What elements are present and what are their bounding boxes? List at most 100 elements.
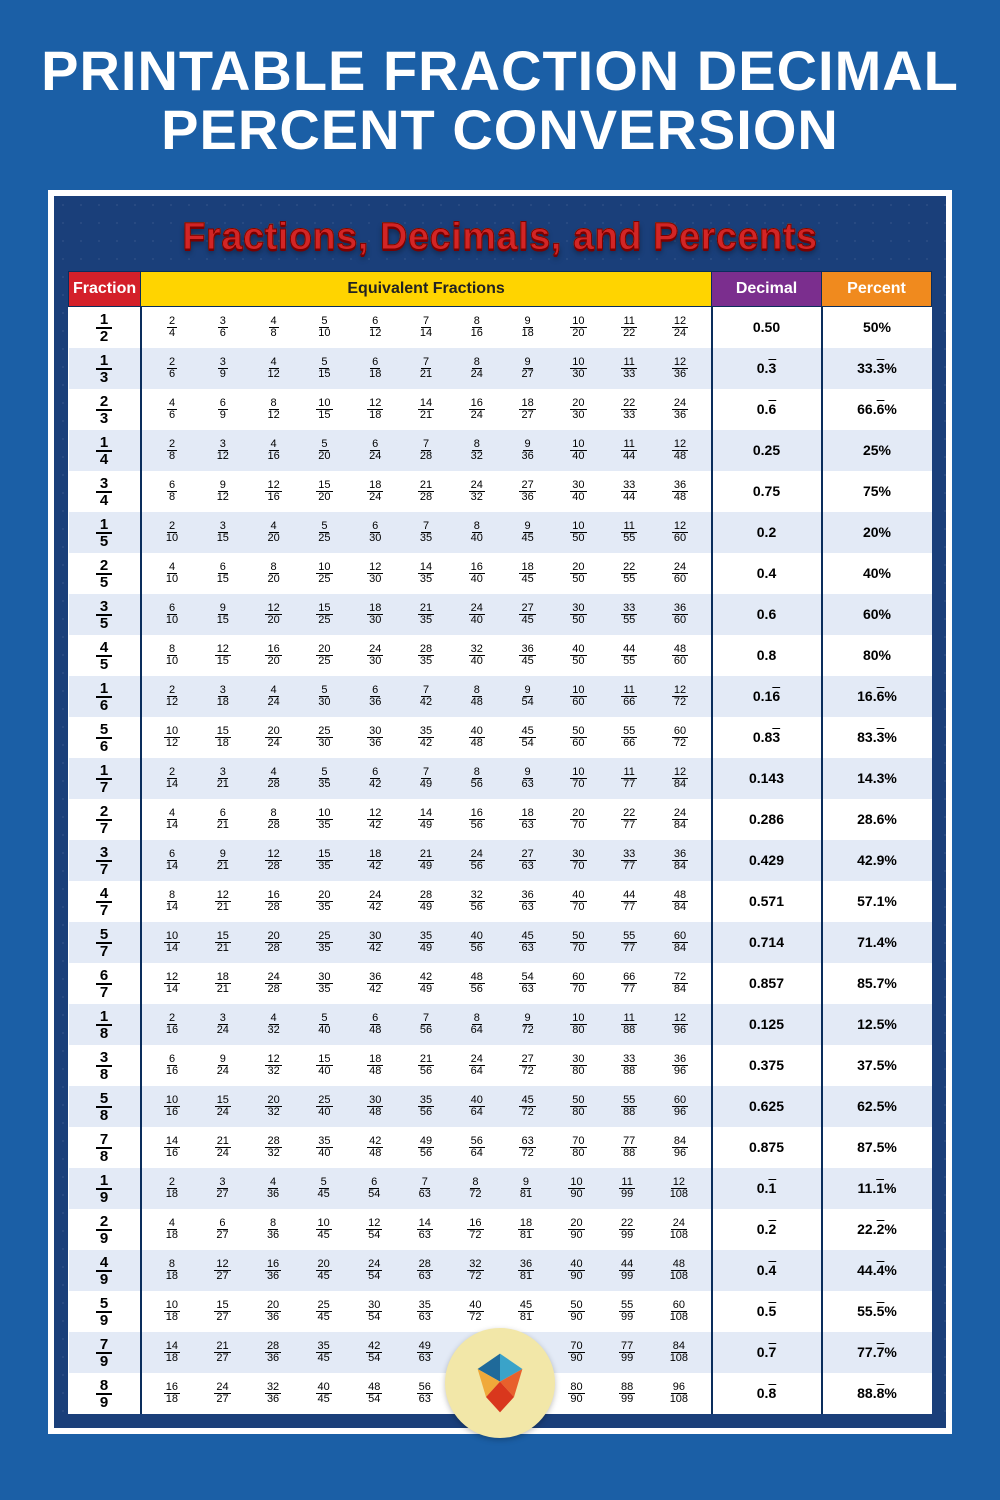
percent-cell: 87.5% [822,1127,932,1168]
fraction-cell: 57 [69,922,141,963]
fraction-cell: 49 [69,1250,141,1291]
percent-cell: 71.4% [822,922,932,963]
decimal-cell: 0.429 [712,840,822,881]
table-row: 5910181527203625453054356340724581509055… [69,1291,932,1332]
decimal-cell: 0.125 [712,1004,822,1045]
table-row: 4581012151620202524302835324036454050445… [69,635,932,676]
table-row: 3561091512201525183021352440274530503355… [69,594,932,635]
table-row: 5610121518202425303036354240484554506055… [69,717,932,758]
table-row: 5810161524203225403048355640644572508055… [69,1086,932,1127]
fraction-cell: 89 [69,1373,141,1414]
percent-cell: 25% [822,430,932,471]
equivalent-cell: 210315420525630735840945105011551260 [141,512,712,553]
percent-cell: 83.3% [822,717,932,758]
fraction-cell: 59 [69,1291,141,1332]
table-row: 4981812271636204524542863327236814090449… [69,1250,932,1291]
percent-cell: 40% [822,553,932,594]
equivalent-cell: 1012151820242530303635424048455450605566… [141,717,712,758]
logo-badge [445,1328,555,1438]
decimal-cell: 0.16 [712,676,822,717]
decimal-cell: 0.4 [712,1250,822,1291]
header-equivalent: Equivalent Fractions [141,271,712,306]
fraction-cell: 25 [69,553,141,594]
equivalent-cell: 4186278361045125414631672188120902299241… [141,1209,712,1250]
equivalent-cell: 8181227163620452454286332723681409044994… [141,1250,712,1291]
decimal-cell: 0.714 [712,922,822,963]
equivalent-cell: 1416212428323540424849565664637270807788… [141,1127,712,1168]
percent-cell: 11.1% [822,1168,932,1209]
decimal-cell: 0.875 [712,1127,822,1168]
fraction-cell: 19 [69,1168,141,1209]
equivalent-cell: 1016152420322540304835564064457250805588… [141,1086,712,1127]
fraction-cell: 78 [69,1127,141,1168]
percent-cell: 37.5% [822,1045,932,1086]
decimal-cell: 0.5 [712,1291,822,1332]
equivalent-cell: 28312416520624728832936104011441248 [141,430,712,471]
percent-cell: 14.3% [822,758,932,799]
decimal-cell: 0.857 [712,963,822,1004]
table-row: 1921832743654565476387298110901199121080… [69,1168,932,1209]
equivalent-cell: 1018152720362545305435634072458150905599… [141,1291,712,1332]
percent-cell: 66.6% [822,389,932,430]
decimal-cell: 0.7 [712,1332,822,1373]
percent-cell: 62.5% [822,1086,932,1127]
decimal-cell: 0.625 [712,1086,822,1127]
percent-cell: 44.4% [822,1250,932,1291]
equivalent-cell: 4106158201025123014351640184520502255246… [141,553,712,594]
equivalent-cell: 6891212161520182421282432273630403344364… [141,471,712,512]
table-row: 4781412211628203524422849325636634070447… [69,881,932,922]
fraction-cell: 38 [69,1045,141,1086]
decimal-cell: 0.6 [712,594,822,635]
percent-cell: 88.8% [822,1373,932,1414]
decimal-cell: 0.143 [712,758,822,799]
percent-cell: 85.7% [822,963,932,1004]
decimal-cell: 0.375 [712,1045,822,1086]
conversion-table: Fraction Equivalent Fractions Decimal Pe… [68,271,932,1414]
fraction-cell: 27 [69,799,141,840]
table-row: 14283124165206247288329361040114412480.2… [69,430,932,471]
equivalent-cell: 1214182124283035364242494856546360706677… [141,963,712,1004]
percent-cell: 20% [822,512,932,553]
table-row: 2541061582010251230143516401845205022552… [69,553,932,594]
percent-cell: 60% [822,594,932,635]
table-row: 7814162124283235404248495656646372708077… [69,1127,932,1168]
fraction-cell: 56 [69,717,141,758]
equivalent-cell: 6109151220152518302135244027453050335536… [141,594,712,635]
table-row: 172143214285356427498569631070117712840.… [69,758,932,799]
header-decimal: Decimal [712,271,822,306]
equivalent-cell: 466981210151218142116241827203022332436 [141,389,712,430]
table-row: 6712141821242830353642424948565463607066… [69,963,932,1004]
percent-cell: 57.1% [822,881,932,922]
fraction-cell: 29 [69,1209,141,1250]
decimal-cell: 0.571 [712,881,822,922]
percent-cell: 22.2% [822,1209,932,1250]
chart-frame: Fractions, Decimals, and Percents Fracti… [48,190,952,1434]
table-row: 122436485106127148169181020112212240.505… [69,306,932,348]
percent-cell: 28.6% [822,799,932,840]
equivalent-cell: 6149211228153518422149245627633070337736… [141,840,712,881]
decimal-cell: 0.4 [712,553,822,594]
fraction-cell: 15 [69,512,141,553]
table-row: 2741462182810351242144916561863207022772… [69,799,932,840]
equivalent-cell: 216324432540648756864972108011881296 [141,1004,712,1045]
decimal-cell: 0.50 [712,306,822,348]
decimal-cell: 0.25 [712,430,822,471]
decimal-cell: 0.8 [712,635,822,676]
table-row: 3468912121615201824212824322736304033443… [69,471,932,512]
decimal-cell: 0.1 [712,1168,822,1209]
percent-cell: 42.9% [822,840,932,881]
percent-cell: 77.7% [822,1332,932,1373]
fraction-cell: 13 [69,348,141,389]
fraction-cell: 35 [69,594,141,635]
percent-cell: 33.3% [822,348,932,389]
fraction-cell: 79 [69,1332,141,1373]
fraction-cell: 37 [69,840,141,881]
logo-icon [465,1348,535,1418]
equivalent-cell: 1618242732364045485456636472728180908899… [141,1373,712,1414]
percent-cell: 50% [822,306,932,348]
decimal-cell: 0.6 [712,389,822,430]
fraction-cell: 18 [69,1004,141,1045]
table-row: 1326394125156187218249271030113312360.33… [69,348,932,389]
percent-cell: 16.6% [822,676,932,717]
table-row: 2346698121015121814211624182720302233243… [69,389,932,430]
